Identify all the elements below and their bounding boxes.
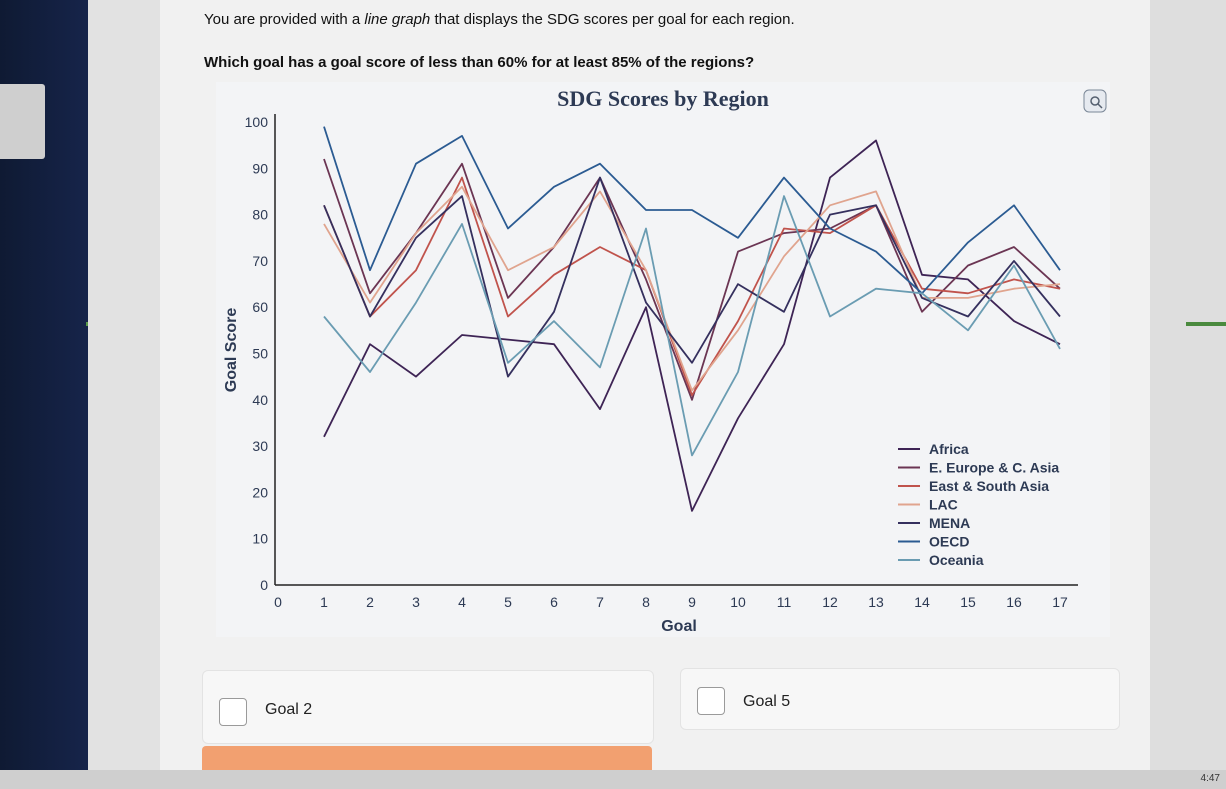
chart-container: SDG Scores by Region 0 1 2 3 4 5 6 7 8 9 10 11 12 13 1… [216,82,1110,637]
series-line [323,195,1061,457]
line-chart: SDG Scores by Region 0 1 2 3 4 5 6 7 8 9 10 11 12 13 1… [223,86,1107,635]
x-tick-label: 13 [868,594,884,610]
x-tick-label: 11 [777,594,792,610]
checkbox-goal-5[interactable] [697,687,725,715]
series-line [323,185,1061,392]
clock: 4:47 [1200,773,1220,784]
y-tick-label: 60 [252,299,268,315]
x-tick-label: 6 [550,594,558,610]
option-label: Goal 5 [743,693,791,710]
x-tick-label: 10 [730,594,746,610]
prompt-text-pre: You are provided with a [204,11,365,28]
zoom-icon[interactable] [1083,89,1107,113]
y-tick-label: 10 [252,531,268,547]
y-ticks: 0 10 20 30 40 50 60 70 80 90 100 [245,114,269,593]
series-line [323,126,1061,295]
y-tick-label: 50 [252,346,268,362]
series-line [323,176,1061,378]
x-tick-label: 17 [1052,594,1068,610]
question-text: Which goal has a goal score of less than… [204,54,755,71]
series-line [323,158,1061,401]
checkbox-goal-2[interactable] [219,698,247,726]
y-tick-label: 80 [252,207,268,223]
legend-label: MENA [929,515,970,531]
y-tick-label: 20 [252,484,268,500]
submit-button[interactable] [202,746,652,774]
x-tick-label: 1 [320,594,328,610]
x-tick-label: 4 [458,594,466,610]
legend-label: Oceania [929,552,984,568]
x-tick-label: 2 [366,594,374,610]
taskbar: 4:47 [0,770,1226,789]
y-tick-label: 0 [260,577,268,593]
legend-box [890,434,1078,574]
option-goal-5[interactable]: Goal 5 [680,668,1120,730]
progress-stripe-right [1186,322,1226,326]
chart-axes [274,114,1078,586]
x-tick-label: 15 [960,594,976,610]
legend-label: Africa [929,441,969,457]
x-tick-label: 5 [504,594,512,610]
right-panel [1150,0,1226,789]
x-tick-label: 16 [1006,594,1022,610]
series-line [323,176,1061,397]
y-tick-label: 70 [252,253,268,269]
y-tick-label: 100 [245,114,269,130]
legend: Africa E. Europe & C. Asia East & South As… [890,434,1078,574]
left-sidebar [0,0,156,789]
x-tick-label: 12 [822,594,838,610]
x-ticks: 0 1 2 3 4 5 6 7 8 9 10 11 12 13 14 15 16 17 [274,594,1068,610]
x-tick-label: 14 [914,594,930,610]
y-tick-label: 40 [252,392,268,408]
x-axis-label: Goal [661,618,697,635]
prompt-text-post: that displays the SDG scores per goal fo… [430,11,795,28]
y-tick-label: 90 [252,160,268,176]
x-tick-label: 7 [596,594,604,610]
question-prompt: You are provided with a line graph that … [204,11,795,28]
background-gap [88,0,160,789]
prompt-text-em: line graph [364,11,431,28]
option-goal-2[interactable]: Goal 2 [202,670,654,744]
option-label: Goal 2 [265,701,313,718]
x-tick-label: 8 [642,594,650,610]
chart-title: SDG Scores by Region [557,86,769,111]
y-axis-label: Goal Score [223,308,240,393]
sidebar-card[interactable] [0,84,45,159]
legend-label: East & South Asia [929,478,1049,494]
y-tick-label: 30 [252,438,268,454]
x-tick-label: 0 [274,594,282,610]
x-tick-label: 9 [688,594,696,610]
legend-label: LAC [929,497,958,513]
x-tick-label: 3 [412,594,420,610]
legend-label: OECD [929,534,969,550]
legend-label: E. Europe & C. Asia [929,460,1059,476]
series-lines [323,126,1061,512]
